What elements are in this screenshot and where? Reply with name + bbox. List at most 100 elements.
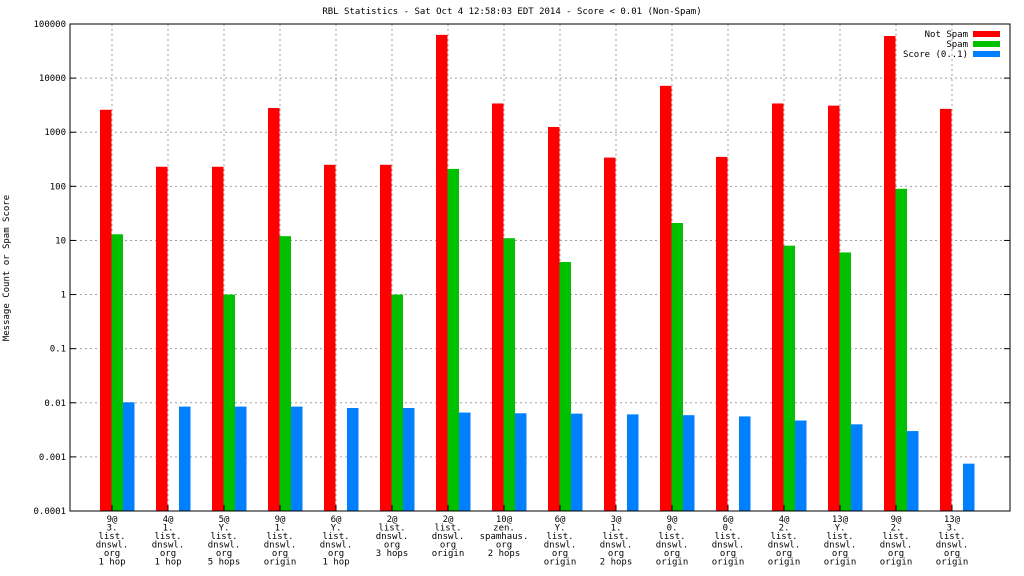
x-tick-label: 1 hop bbox=[322, 558, 349, 568]
x-tick-label: 2 hops bbox=[600, 558, 633, 568]
y-tick-label: 100 bbox=[50, 182, 66, 192]
x-tick-label: list. bbox=[770, 532, 797, 542]
y-tick-label: 0.001 bbox=[39, 453, 66, 463]
x-tick-label: dnswl. bbox=[208, 541, 241, 551]
x-tick-label: origin bbox=[824, 558, 857, 568]
bar-not-spam bbox=[492, 103, 504, 511]
bar-spam bbox=[111, 234, 123, 511]
x-tick-label: origin bbox=[544, 558, 577, 568]
x-tick-label: org bbox=[384, 541, 400, 551]
x-tick-label: 1 hop bbox=[98, 558, 125, 568]
x-tick-label: 0. bbox=[667, 524, 678, 534]
x-tick-label: 3 hops bbox=[376, 549, 409, 559]
x-tick-label: list. bbox=[658, 532, 685, 542]
x-tick-label: 2. bbox=[779, 524, 790, 534]
x-tick-label: origin bbox=[656, 558, 689, 568]
x-tick-label: dnswl. bbox=[376, 532, 409, 542]
x-tick-label: Y. bbox=[835, 524, 846, 534]
x-tick-label: dnswl. bbox=[96, 541, 129, 551]
legend-label: Not Spam bbox=[925, 30, 968, 40]
x-tick-label: dnswl. bbox=[320, 541, 353, 551]
x-tick-label: list. bbox=[210, 532, 237, 542]
x-tick-label: 1. bbox=[163, 524, 174, 534]
x-tick-label: org bbox=[832, 549, 848, 559]
bar-score bbox=[739, 416, 751, 511]
x-tick-label: Y. bbox=[219, 524, 230, 534]
x-tick-label: dnswl. bbox=[264, 541, 297, 551]
bar-not-spam bbox=[380, 164, 392, 511]
x-tick-label: org bbox=[104, 549, 120, 559]
x-tick-label: 9@ bbox=[891, 515, 902, 525]
x-tick-label: list. bbox=[266, 532, 293, 542]
x-tick-label: 4@ bbox=[779, 515, 790, 525]
bar-not-spam bbox=[884, 36, 896, 511]
x-tick-label: origin bbox=[712, 558, 745, 568]
x-tick-label: dnswl. bbox=[936, 541, 969, 551]
x-tick-label: dnswl. bbox=[768, 541, 801, 551]
x-tick-label: origin bbox=[880, 558, 913, 568]
x-tick-label: dnswl. bbox=[656, 541, 689, 551]
x-tick-label: list. bbox=[826, 532, 853, 542]
x-tick-label: list. bbox=[154, 532, 181, 542]
x-tick-label: dnswl. bbox=[600, 541, 633, 551]
y-tick-label: 0.0001 bbox=[33, 507, 66, 517]
legend-label: Score (0..1) bbox=[903, 50, 968, 60]
x-tick-label: dnswl. bbox=[712, 541, 745, 551]
x-tick-label: org bbox=[720, 549, 736, 559]
x-tick-label: org bbox=[664, 549, 680, 559]
x-tick-label: spamhaus. bbox=[480, 532, 529, 542]
x-tick-label: Y. bbox=[555, 524, 566, 534]
bar-spam bbox=[839, 252, 851, 512]
bar-not-spam bbox=[548, 126, 560, 511]
bar-spam bbox=[503, 238, 515, 511]
bar-spam bbox=[895, 188, 907, 511]
bar-spam bbox=[559, 261, 571, 511]
y-tick-label: 10000 bbox=[39, 74, 66, 84]
bar-not-spam bbox=[828, 105, 840, 511]
x-tick-label: 2 hops bbox=[488, 549, 521, 559]
bar-not-spam bbox=[604, 157, 616, 512]
x-tick-label: list. bbox=[546, 532, 573, 542]
x-tick-label: 5@ bbox=[219, 515, 230, 525]
x-tick-label: 6@ bbox=[331, 515, 342, 525]
bar-spam bbox=[279, 236, 291, 512]
x-tick-label: dnswl. bbox=[432, 532, 465, 542]
x-tick-label: list. bbox=[322, 532, 349, 542]
bar-not-spam bbox=[100, 109, 112, 512]
x-tick-label: org bbox=[608, 549, 624, 559]
plot-border bbox=[69, 23, 1011, 512]
bar-not-spam bbox=[324, 164, 336, 511]
x-tick-label: 1. bbox=[611, 524, 622, 534]
bar-not-spam bbox=[940, 108, 952, 512]
x-tick-label: dnswl. bbox=[880, 541, 913, 551]
bar-score bbox=[571, 413, 583, 511]
y-tick-label: 10 bbox=[55, 236, 66, 246]
x-tick-label: org bbox=[272, 549, 288, 559]
bar-not-spam bbox=[772, 103, 784, 511]
x-tick-label: 3@ bbox=[611, 515, 622, 525]
bar-spam bbox=[447, 168, 459, 511]
x-tick-label: 9@ bbox=[107, 515, 118, 525]
bar-score bbox=[347, 408, 359, 511]
bar-not-spam bbox=[156, 166, 168, 512]
x-tick-label: Y. bbox=[331, 524, 342, 534]
x-tick-label: 2@ bbox=[443, 515, 454, 525]
x-tick-label: zen. bbox=[493, 524, 515, 534]
x-tick-label: org bbox=[776, 549, 792, 559]
x-tick-label: 5 hops bbox=[208, 558, 241, 568]
bar-score bbox=[235, 406, 247, 511]
x-tick-label: org bbox=[888, 549, 904, 559]
x-tick-label: org bbox=[496, 541, 512, 551]
x-tick-label: 1. bbox=[275, 524, 286, 534]
x-tick-label: list. bbox=[882, 532, 909, 542]
x-tick-label: 13@ bbox=[944, 515, 961, 525]
x-tick-label: 2@ bbox=[387, 515, 398, 525]
bar-spam bbox=[783, 245, 795, 511]
bar-score bbox=[627, 414, 639, 511]
bar-score bbox=[459, 412, 471, 511]
x-tick-label: list. bbox=[714, 532, 741, 542]
bar-score bbox=[403, 408, 415, 511]
x-tick-label: list. bbox=[378, 524, 405, 534]
bar-score bbox=[683, 415, 695, 511]
